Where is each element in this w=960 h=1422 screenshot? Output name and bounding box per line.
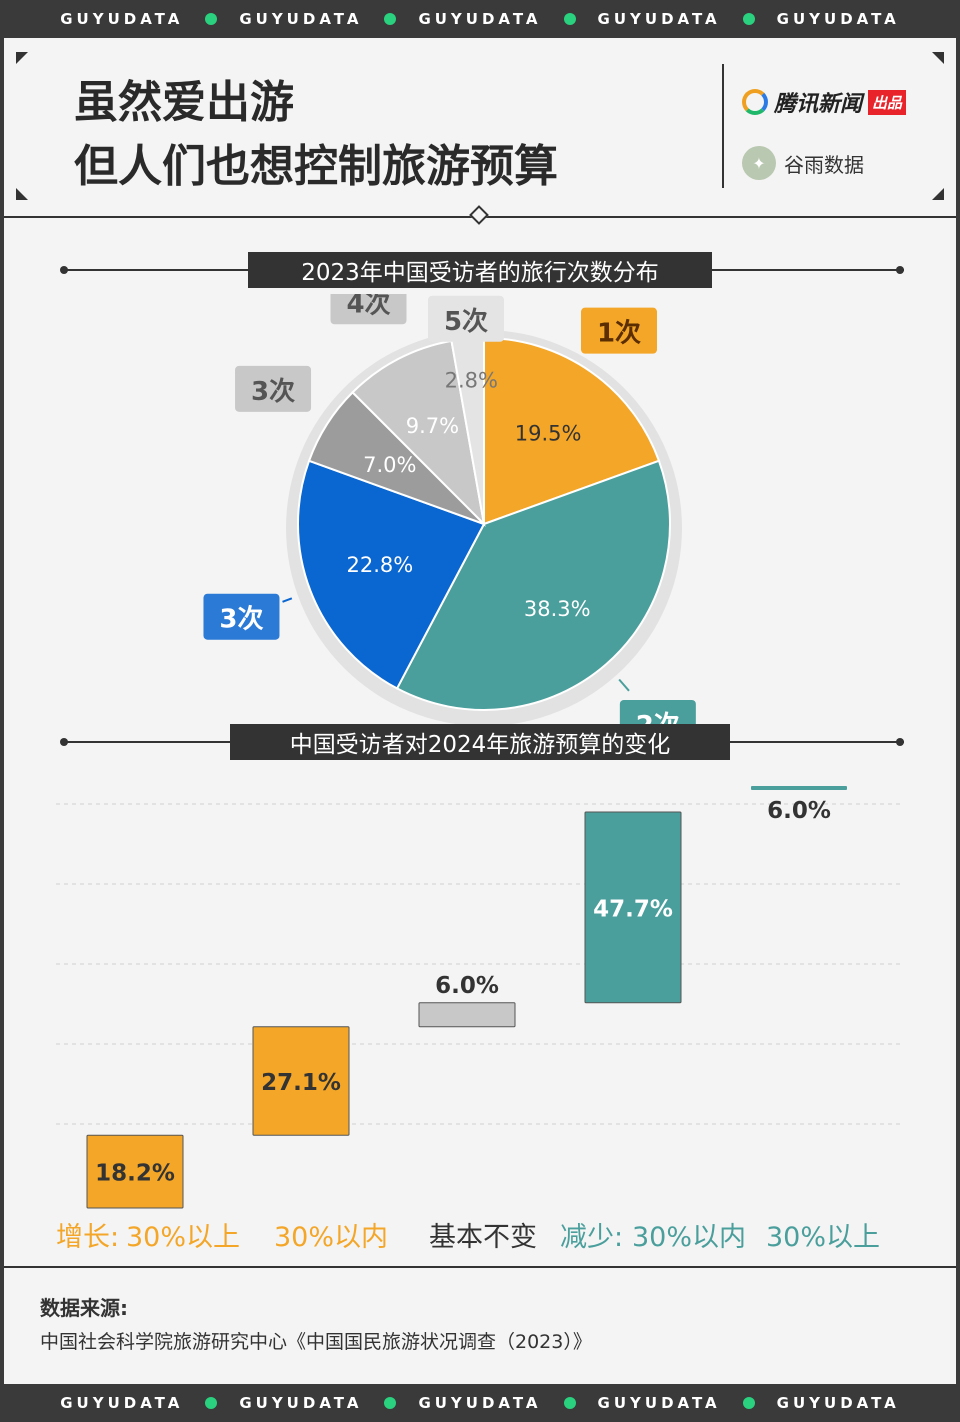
pie-category-badge bbox=[330, 294, 407, 325]
source-text: 中国社会科学院旅游研究中心《中国国民旅游状况调查（2023）》 bbox=[40, 1331, 592, 1353]
category-label: 基本不变 bbox=[429, 1222, 537, 1253]
ticker-dot-icon bbox=[205, 1397, 218, 1409]
footer-rule bbox=[4, 1266, 956, 1268]
brand2-name: 谷雨数据 bbox=[784, 152, 864, 177]
ticker-dot-icon bbox=[742, 1397, 755, 1409]
corner-mark-icon bbox=[16, 188, 28, 200]
group-label-decrease: 减少: bbox=[560, 1222, 623, 1253]
brand1-tag: 出品 bbox=[868, 89, 907, 115]
section-dot-icon bbox=[896, 266, 904, 274]
header: 虽然爱出游 但人们也想控制旅游预算 腾讯新闻 出品 ✦ 谷雨数据 bbox=[4, 38, 956, 216]
pie-category-label: 5次 bbox=[444, 307, 488, 337]
pie-category-label: 3次 bbox=[219, 605, 263, 635]
ticker-dot-icon bbox=[384, 13, 397, 25]
brand-tencent-news: 腾讯新闻 出品 bbox=[742, 86, 907, 118]
top-ticker: GUYUDATA GUYUDATA GUYUDATA GUYUDATA GUYU… bbox=[0, 0, 960, 38]
ticker-text: GUYUDATA bbox=[776, 1394, 900, 1412]
pie-value-label: 38.3% bbox=[524, 597, 591, 621]
category-label: 30%以内 bbox=[274, 1222, 388, 1253]
pie-category-badge bbox=[581, 307, 658, 354]
category-label: 30%以上 bbox=[766, 1222, 880, 1253]
ticker-text: GUYUDATA bbox=[597, 1394, 721, 1412]
pie-value-label: 22.8% bbox=[347, 553, 414, 577]
pie-value-label: 2.8% bbox=[445, 368, 498, 392]
ticker-dot-icon bbox=[384, 1397, 397, 1409]
pie-category-badge bbox=[203, 593, 280, 640]
ticker-text: GUYUDATA bbox=[418, 10, 542, 28]
tencent-news-logo-icon bbox=[742, 89, 768, 115]
pie-slice bbox=[297, 459, 486, 690]
header-divider bbox=[722, 64, 724, 188]
page-title-line2: 但人们也想控制旅游预算 bbox=[74, 141, 558, 192]
infographic-panel: 虽然爱出游 但人们也想控制旅游预算 腾讯新闻 出品 ✦ 谷雨数据 2023年中国… bbox=[4, 38, 956, 1384]
pie-chart-title: 2023年中国受访者的旅行次数分布 bbox=[248, 252, 712, 288]
corner-mark-icon bbox=[16, 52, 28, 64]
group-label-increase: 增长: bbox=[56, 1222, 119, 1253]
bird-logo-icon: ✦ bbox=[742, 146, 776, 180]
ticker-dot-icon bbox=[563, 1397, 576, 1409]
category-label: 30%以内 bbox=[632, 1222, 746, 1253]
ticker-dot-icon bbox=[563, 13, 576, 25]
ticker-dot-icon bbox=[205, 13, 218, 25]
pie-value-label: 19.5% bbox=[515, 422, 582, 446]
bar-value-label: 6.0% bbox=[435, 973, 499, 999]
bar-value-label: 18.2% bbox=[95, 1161, 175, 1187]
bar bbox=[584, 811, 682, 1004]
ticker-text: GUYUDATA bbox=[239, 1394, 363, 1412]
bar-value-label: 27.1% bbox=[261, 1070, 341, 1096]
pie-slice bbox=[395, 459, 671, 711]
pie-slice bbox=[483, 336, 661, 526]
pie-category-badge bbox=[428, 295, 505, 342]
category-label: 30%以上 bbox=[126, 1222, 240, 1253]
bar-chart-title: 中国受访者对2024年旅游预算的变化 bbox=[230, 724, 730, 760]
ticker-text: GUYUDATA bbox=[776, 10, 900, 28]
bar bbox=[86, 1134, 184, 1209]
bottom-ticker: GUYUDATA GUYUDATA GUYUDATA GUYUDATA GUYU… bbox=[0, 1384, 960, 1422]
bar-chart: 18.2%27.1%6.0%47.7%6.0%增长: 30%以上 30%以内 基本不变… bbox=[56, 786, 904, 1253]
ticker-dot-icon bbox=[742, 13, 755, 25]
ticker-text: GUYUDATA bbox=[60, 1394, 184, 1412]
pie-value-label: 9.7% bbox=[406, 414, 459, 438]
bar bbox=[252, 1026, 350, 1136]
pie-leader-line bbox=[282, 597, 293, 603]
pie-leader-line bbox=[618, 678, 630, 692]
section-dot-icon bbox=[896, 738, 904, 746]
pie-category-label: 3次 bbox=[251, 377, 295, 407]
pie-value-label: 7.0% bbox=[363, 453, 416, 477]
corner-mark-icon bbox=[932, 52, 944, 64]
page-title-line1: 虽然爱出游 bbox=[74, 77, 294, 128]
brand-guyu-data: ✦ 谷雨数据 bbox=[742, 146, 864, 180]
pie-category-label: 1次 bbox=[597, 319, 641, 349]
corner-mark-icon bbox=[932, 188, 944, 200]
bar-value-label: 6.0% bbox=[767, 798, 831, 824]
brand1-name: 腾讯新闻 bbox=[774, 92, 863, 117]
bar bbox=[751, 786, 847, 790]
pie-category-label: 4次 bbox=[346, 294, 390, 319]
ticker-text: GUYUDATA bbox=[597, 10, 721, 28]
ticker-text: GUYUDATA bbox=[60, 10, 184, 28]
ticker-text: GUYUDATA bbox=[239, 10, 363, 28]
bar bbox=[418, 1002, 516, 1028]
bar-value-label: 47.7% bbox=[593, 896, 673, 922]
ticker-text: GUYUDATA bbox=[418, 1394, 542, 1412]
pie-category-badge bbox=[235, 365, 312, 412]
source-heading: 数据来源: bbox=[40, 1296, 128, 1320]
